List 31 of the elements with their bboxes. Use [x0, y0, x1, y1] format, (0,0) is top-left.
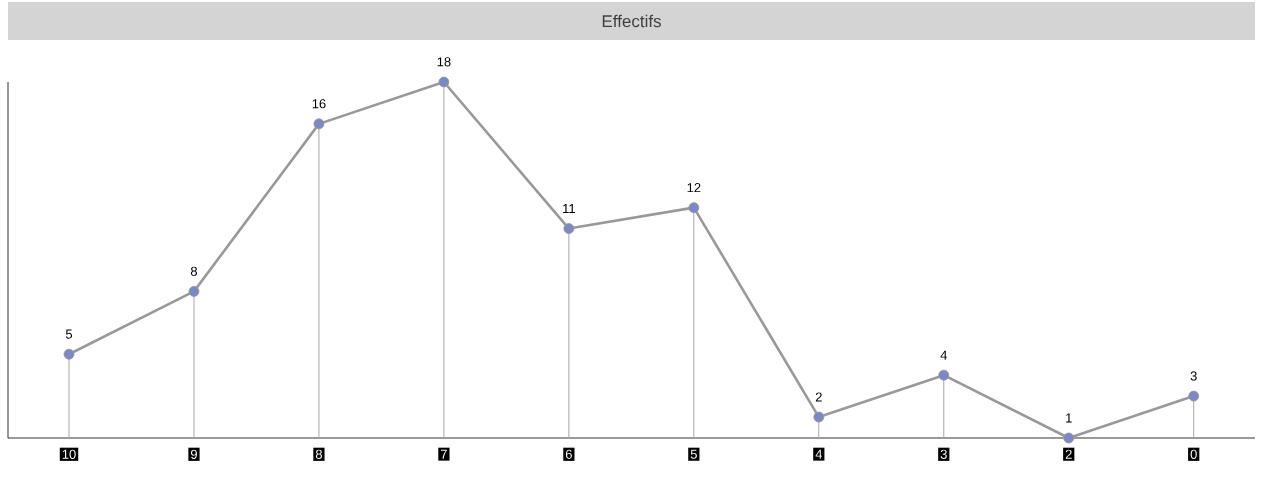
x-tick-label: 8: [315, 449, 322, 459]
point: [438, 76, 450, 88]
x-tick-label: 7: [440, 449, 447, 459]
point: [563, 223, 575, 234]
point: [813, 411, 825, 423]
x-tick-label: 3: [940, 449, 947, 459]
point: [188, 286, 200, 297]
point: [63, 348, 75, 360]
data-label: 12: [687, 183, 701, 193]
data-label: 2: [815, 392, 822, 402]
data-label: 1: [1066, 413, 1072, 423]
point: [313, 118, 325, 130]
point: [938, 369, 950, 381]
x-tick-label: 9: [190, 449, 197, 459]
point: [688, 202, 700, 214]
data-label: 16: [312, 99, 326, 109]
x-tick-label: 6: [565, 449, 572, 459]
data-label: 3: [1190, 371, 1197, 381]
x-tick-label: 5: [690, 449, 697, 459]
data-label: 4: [940, 350, 948, 360]
data-label: 18: [437, 57, 451, 67]
chart-title: Effectifs: [602, 14, 661, 28]
data-label: 8: [190, 266, 198, 276]
point: [1063, 432, 1075, 444]
data-label: 5: [65, 329, 73, 339]
x-tick-label: 10: [62, 449, 76, 459]
point: [1188, 390, 1200, 402]
x-tick-label: 0: [1190, 449, 1197, 459]
x-tick-label: 4: [815, 449, 823, 459]
x-tick-label: 2: [1065, 449, 1072, 459]
data-label: 11: [563, 204, 575, 214]
